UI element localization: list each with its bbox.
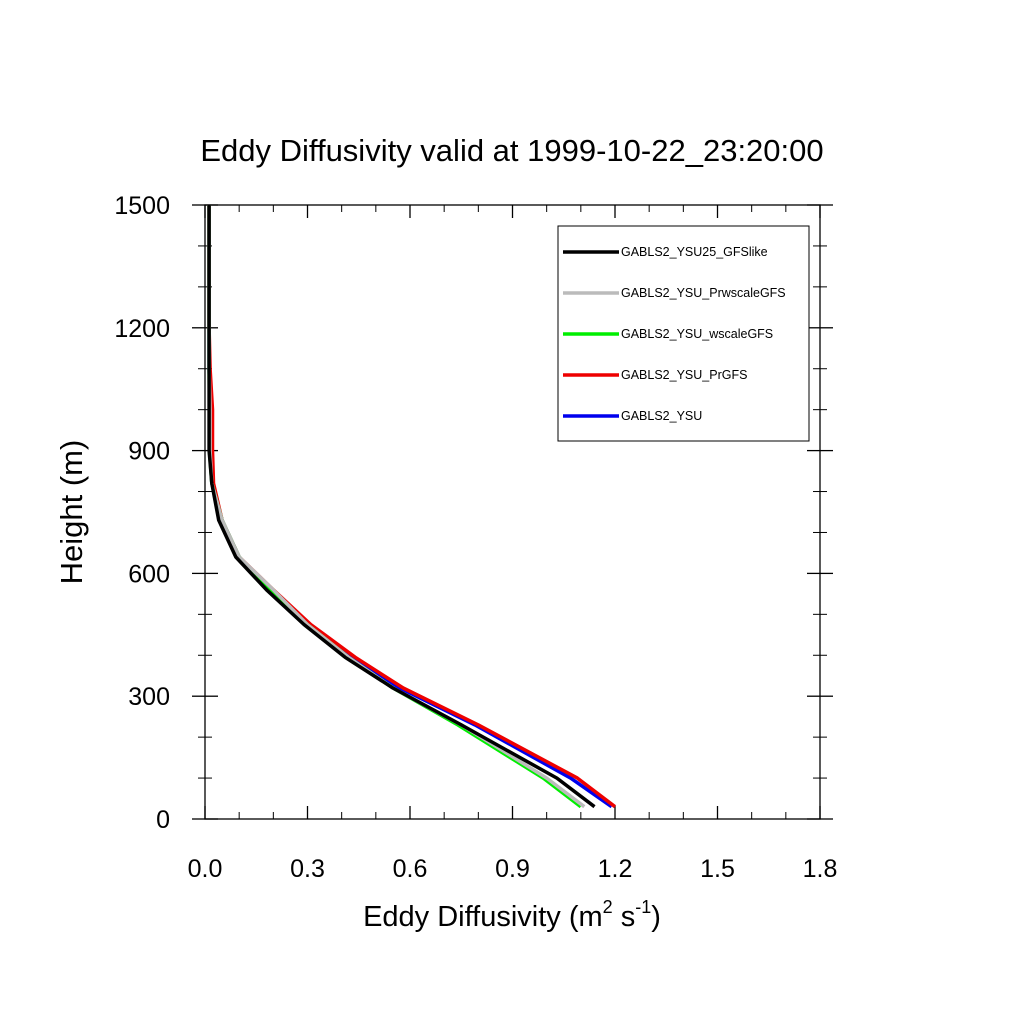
x-axis-label-end: ) (651, 901, 661, 933)
x-tick-label: 0.9 (495, 855, 530, 883)
legend-label: GABLS2_YSU_PrwscaleGFS (621, 286, 786, 300)
series-line-gabls2-ysu-prwscalegfs (207, 205, 586, 809)
series-line-gabls2-ysu (207, 205, 613, 809)
legend: GABLS2_YSU25_GFSlike GABLS2_YSU_PrwscaleG… (557, 225, 810, 442)
legend-label: GABLS2_YSU25_GFSlike (621, 245, 768, 259)
series-line-gabls2-ysu-prgfs (207, 205, 617, 809)
chart-title: Eddy Diffusivity valid at 1999-10-22_23:… (200, 133, 823, 168)
series-lines (207, 205, 617, 809)
y-tick-label: 1500 (114, 192, 170, 220)
x-axis-label-sup1: 2 (603, 897, 613, 917)
x-axis-label-mid: s (613, 901, 636, 933)
x-tick-label: 0.3 (290, 855, 325, 883)
y-axis-label: Height (m) (54, 440, 89, 585)
legend-label: GABLS2_YSU (621, 409, 702, 423)
x-tick-label: 1.8 (803, 855, 838, 883)
x-tick-label: 1.5 (700, 855, 735, 883)
y-tick-label: 0 (156, 806, 170, 834)
y-tick-label: 600 (128, 560, 170, 588)
x-axis-label-main: Eddy Diffusivity (m (363, 901, 603, 933)
y-tick-label: 900 (128, 438, 170, 466)
y-tick-label: 1200 (114, 315, 170, 343)
x-tick-label: 1.2 (598, 855, 633, 883)
x-axis-label-sup2: -1 (635, 897, 651, 917)
x-tick-label: 0.0 (188, 855, 223, 883)
x-axis-label: Eddy Diffusivity (m2 s-1) (363, 897, 661, 933)
series-line-gabls2-ysu-wscalegfs (207, 205, 582, 809)
legend-label: GABLS2_YSU_wscaleGFS (621, 327, 773, 341)
legend-label: GABLS2_YSU_PrGFS (621, 368, 747, 382)
y-tick-label: 300 (128, 683, 170, 711)
axes: 0.0 0.3 0.6 0.9 1.2 1.5 1.8 0 300 600 900 1200 1500 (114, 192, 837, 883)
series-line-gabls2-ysu25-gfslike (207, 205, 596, 809)
x-tick-label: 0.6 (393, 855, 428, 883)
